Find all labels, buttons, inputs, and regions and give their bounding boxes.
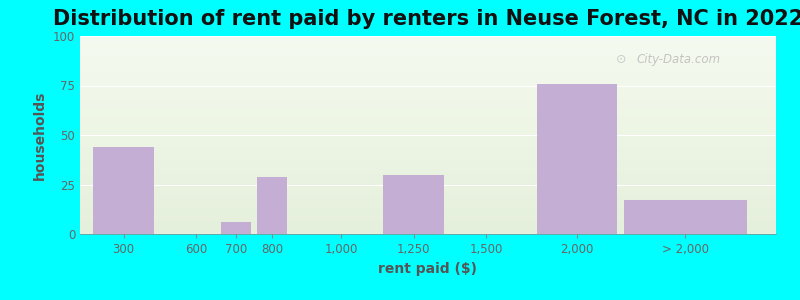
Bar [624, 200, 747, 234]
Bar [221, 222, 251, 234]
Text: City-Data.com: City-Data.com [637, 53, 721, 66]
X-axis label: rent paid ($): rent paid ($) [378, 262, 478, 276]
Y-axis label: households: households [34, 90, 47, 180]
Bar [537, 83, 617, 234]
Bar [257, 177, 287, 234]
Title: Distribution of rent paid by renters in Neuse Forest, NC in 2022: Distribution of rent paid by renters in … [53, 9, 800, 29]
Bar [93, 147, 154, 234]
Text: ⊙: ⊙ [616, 53, 626, 66]
Bar [382, 175, 444, 234]
